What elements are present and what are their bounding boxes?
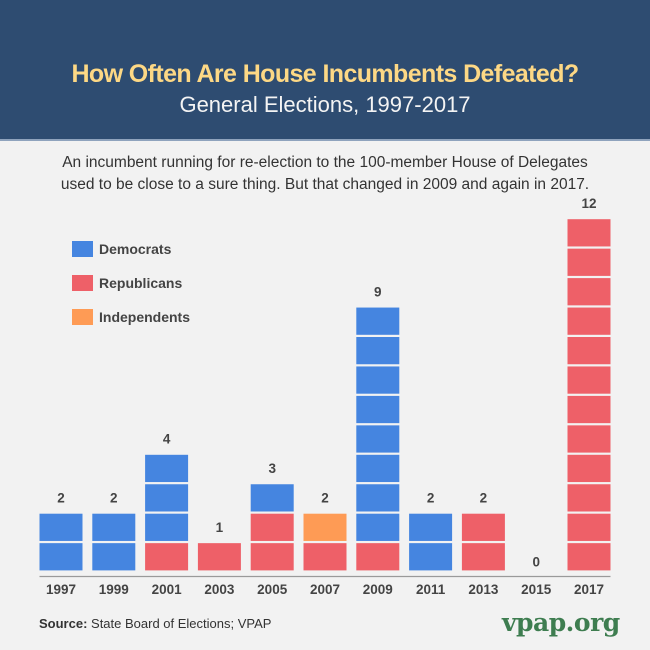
bar-2003	[197, 543, 241, 571]
source-note: Source: State Board of Elections; VPAP	[39, 616, 271, 631]
total-label: 4	[163, 432, 171, 447]
description-line-2: used to be close to a sure thing. But th…	[60, 176, 590, 193]
bar-block-democrats-1999	[92, 513, 136, 541]
x-tick-label: 2003	[204, 582, 235, 597]
legend-swatch-republicans	[72, 275, 93, 291]
x-tick-label: 2013	[468, 582, 499, 597]
bar-block-democrats-1997	[39, 513, 83, 541]
bar-block-republicans-2017	[567, 543, 611, 571]
total-label: 1	[216, 520, 224, 535]
x-tick-label: 2017	[574, 582, 604, 597]
bar-block-democrats-2001	[145, 484, 189, 512]
bar-block-democrats-2009	[356, 337, 400, 365]
bar-1999	[92, 513, 136, 571]
bars-group	[39, 219, 611, 571]
bar-block-democrats-2001	[145, 513, 189, 541]
bar-block-republicans-2017	[567, 248, 611, 276]
x-tick-label: 2011	[416, 582, 446, 597]
x-tick-label: 1999	[99, 582, 129, 597]
legend-label-republicans: Republicans	[99, 275, 182, 291]
bar-2007	[303, 513, 347, 571]
bar-block-republicans-2013	[461, 543, 505, 571]
bar-block-democrats-2011	[409, 513, 453, 541]
legend-label-independents: Independents	[99, 309, 190, 325]
bar-block-republicans-2009	[356, 543, 400, 571]
bar-block-democrats-2001	[145, 454, 189, 483]
bar-block-republicans-2001	[145, 543, 189, 571]
bar-block-democrats-2005	[250, 484, 294, 512]
bar-2013	[461, 513, 505, 571]
bar-block-democrats-2009	[356, 366, 400, 394]
bar-block-republicans-2003	[197, 543, 241, 571]
vpap-logo[interactable]: vpap.org	[502, 608, 620, 637]
bar-block-democrats-2009	[356, 395, 400, 424]
bar-block-republicans-2017	[567, 484, 611, 512]
x-tick-labels: 1997 1999 2001 2003 2005 2007 2009 2011 2013 2015…	[46, 582, 604, 597]
bar-block-democrats-2009	[356, 454, 400, 483]
header-banner: How Often Are House Incumbents Defeated?…	[0, 0, 650, 141]
legend-item-democrats: Democrats	[72, 241, 172, 257]
chart-title: How Often Are House Incumbents Defeated?	[71, 60, 579, 88]
legend-swatch-independents	[72, 309, 93, 325]
bar-block-republicans-2005	[250, 513, 294, 541]
legend-item-republicans: Republicans	[72, 275, 182, 291]
bar-block-republicans-2007	[303, 543, 347, 571]
bar-2009	[356, 307, 400, 571]
description-line-1: An incumbent running for re-election to …	[62, 154, 588, 171]
bar-block-democrats-2009	[356, 307, 400, 335]
bar-block-republicans-2005	[250, 543, 294, 571]
bar-2011	[409, 513, 453, 571]
x-tick-label: 2001	[152, 582, 183, 597]
total-label: 9	[374, 284, 382, 299]
bar-block-republicans-2017	[567, 395, 611, 424]
bar-block-republicans-2017	[567, 219, 611, 247]
bar-block-republicans-2013	[461, 513, 505, 541]
x-tick-label: 2007	[310, 582, 340, 597]
total-label: 2	[57, 491, 65, 506]
chart-description: An incumbent running for re-election to …	[0, 152, 650, 196]
bar-block-democrats-1999	[92, 543, 136, 571]
legend-label-democrats: Democrats	[99, 241, 172, 257]
bar-2001	[145, 454, 189, 571]
bar-block-republicans-2017	[567, 454, 611, 483]
bar-block-democrats-2011	[409, 543, 453, 571]
chart-subtitle: General Elections, 1997-2017	[179, 92, 471, 117]
bar-block-democrats-2009	[356, 513, 400, 541]
x-tick-label: 2015	[521, 582, 552, 597]
total-label: 2	[427, 491, 435, 506]
bar-block-republicans-2017	[567, 278, 611, 306]
bar-2005	[250, 484, 294, 571]
total-labels: 2 2 4 1 3 2 9 2 2 0 12	[57, 196, 596, 569]
bar-block-republicans-2017	[567, 307, 611, 335]
total-label: 0	[532, 555, 540, 570]
source-text: State Board of Elections; VPAP	[87, 616, 272, 631]
total-label: 2	[480, 491, 488, 506]
total-label: 3	[268, 461, 276, 476]
x-tick-label: 2009	[363, 582, 393, 597]
bar-2017	[567, 219, 611, 571]
legend: Democrats Republicans Independents	[72, 241, 190, 325]
bar-block-republicans-2017	[567, 337, 611, 365]
bar-block-republicans-2017	[567, 513, 611, 541]
bar-block-republicans-2017	[567, 425, 611, 453]
total-label: 12	[581, 196, 596, 211]
legend-swatch-democrats	[72, 241, 93, 257]
legend-item-independents: Independents	[72, 309, 190, 325]
bar-block-independents-2007	[303, 513, 347, 541]
bar-block-democrats-1997	[39, 543, 83, 571]
bar-block-democrats-2009	[356, 425, 400, 453]
total-label: 2	[321, 491, 329, 506]
total-label: 2	[110, 491, 118, 506]
bar-1997	[39, 513, 83, 571]
bar-block-democrats-2009	[356, 484, 400, 512]
x-tick-label: 1997	[46, 582, 76, 597]
x-tick-label: 2005	[257, 582, 288, 597]
source-label: Source:	[39, 616, 88, 631]
bar-block-republicans-2017	[567, 366, 611, 394]
